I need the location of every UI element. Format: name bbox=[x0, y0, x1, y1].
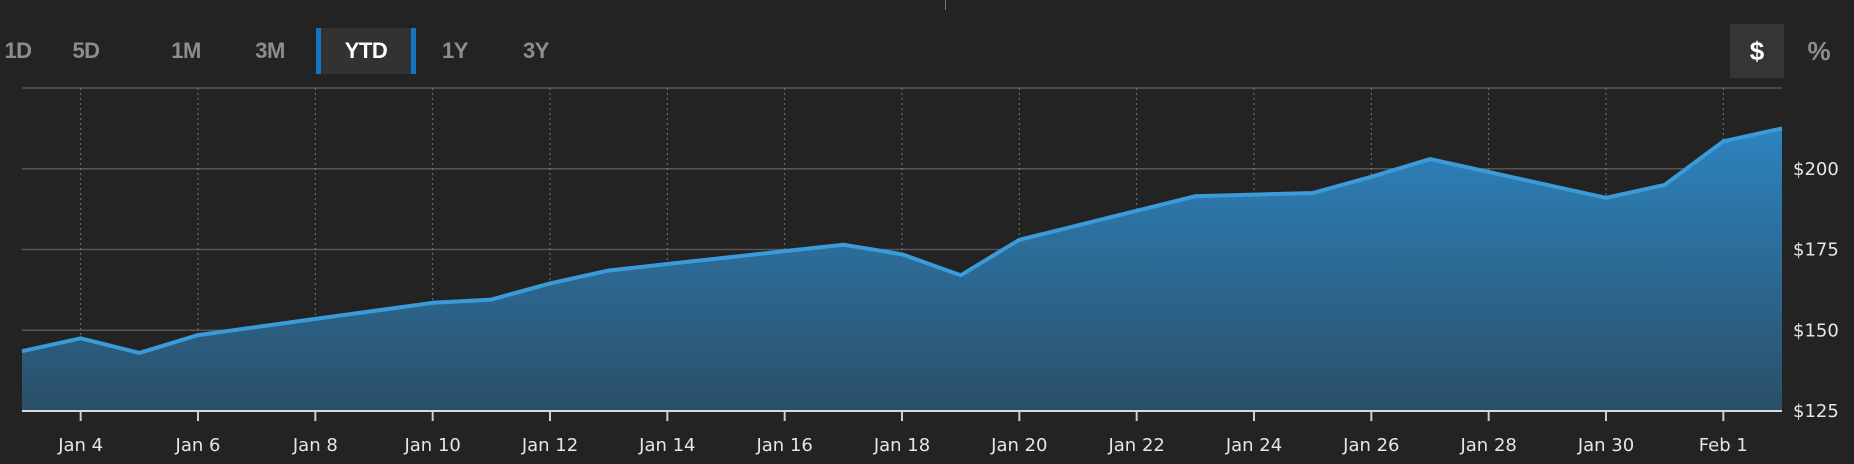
x-tick-label-8: Jan 20 bbox=[990, 435, 1047, 456]
range-tab-1d[interactable]: 1D bbox=[4, 38, 32, 63]
range-tab-5d[interactable]: 5D bbox=[72, 38, 100, 63]
top-tick-mark bbox=[945, 0, 946, 10]
y-tick-label-2: $175 bbox=[1793, 240, 1839, 261]
x-tick-label-5: Jan 14 bbox=[638, 435, 695, 456]
range-tab-3y[interactable]: 3Y bbox=[523, 38, 549, 63]
price-area bbox=[22, 128, 1782, 411]
dollar-toggle-button[interactable]: $ bbox=[1730, 24, 1784, 78]
x-tick-label-1: Jan 6 bbox=[175, 435, 221, 456]
x-tick-label-12: Jan 28 bbox=[1459, 435, 1516, 456]
range-tab-1m[interactable]: 1M bbox=[171, 38, 201, 63]
x-tick-label-4: Jan 12 bbox=[521, 435, 578, 456]
range-tab-ytd[interactable]: YTD bbox=[316, 28, 416, 74]
x-tick-label-6: Jan 16 bbox=[755, 435, 812, 456]
x-tick-label-3: Jan 10 bbox=[403, 435, 460, 456]
y-axis-labels: $125 $150 $175 $200 bbox=[1793, 159, 1839, 422]
x-tick-label-2: Jan 8 bbox=[292, 435, 338, 456]
x-tick-label-7: Jan 18 bbox=[873, 435, 930, 456]
price-line bbox=[21, 126, 1783, 355]
range-tab-3m[interactable]: 3M bbox=[255, 38, 285, 63]
x-tick-label-11: Jan 26 bbox=[1342, 435, 1399, 456]
percent-toggle-button[interactable]: % bbox=[1807, 36, 1831, 66]
x-tick-label-9: Jan 22 bbox=[1107, 435, 1164, 456]
x-tick-label-13: Jan 30 bbox=[1577, 435, 1634, 456]
x-tick-label-0: Jan 4 bbox=[57, 435, 103, 456]
x-tick-label-10: Jan 24 bbox=[1225, 435, 1282, 456]
y-tick-label-0: $125 bbox=[1793, 401, 1839, 422]
y-tick-label-1: $150 bbox=[1793, 320, 1839, 341]
x-tick-label-14: Feb 1 bbox=[1699, 435, 1748, 456]
y-tick-label-3: $200 bbox=[1793, 159, 1839, 180]
range-tab-1y[interactable]: 1Y bbox=[442, 38, 468, 63]
x-axis-ticks: Jan 4 Jan 6 Jan 8 Jan 10 Jan 12 Jan 14 Jan 16 J… bbox=[57, 411, 1748, 456]
